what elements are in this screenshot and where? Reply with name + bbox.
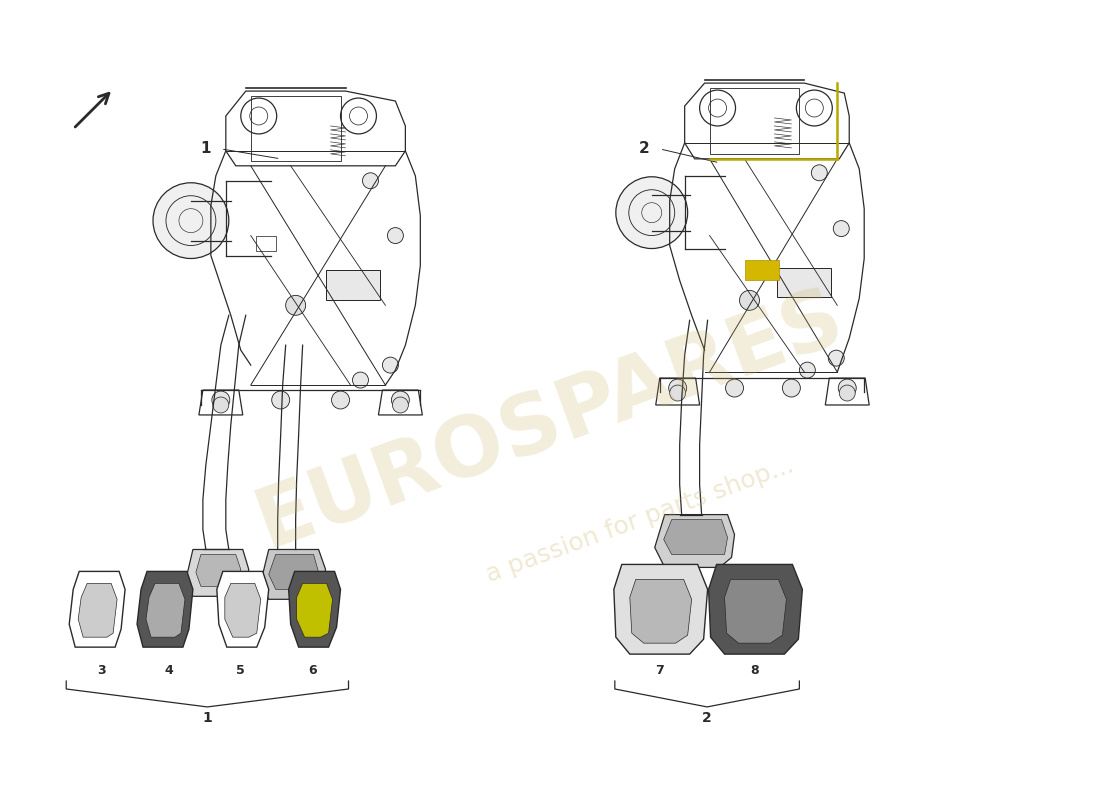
Text: 5: 5 (236, 664, 245, 677)
Circle shape (616, 177, 688, 249)
Circle shape (812, 165, 827, 181)
Text: 1: 1 (202, 711, 212, 725)
Circle shape (213, 397, 229, 413)
Polygon shape (725, 579, 786, 643)
Circle shape (286, 295, 306, 315)
Text: 7: 7 (656, 664, 664, 677)
Circle shape (828, 350, 845, 366)
Circle shape (392, 391, 409, 409)
Circle shape (387, 228, 404, 243)
Polygon shape (261, 550, 326, 599)
Circle shape (383, 357, 398, 373)
Polygon shape (288, 571, 341, 647)
Circle shape (739, 290, 759, 310)
Polygon shape (663, 519, 727, 554)
Polygon shape (268, 554, 319, 590)
Polygon shape (78, 583, 117, 637)
Text: 2: 2 (639, 142, 650, 156)
Polygon shape (224, 583, 261, 637)
Polygon shape (745, 261, 780, 281)
Text: 4: 4 (165, 664, 174, 677)
Circle shape (782, 379, 801, 397)
Circle shape (331, 391, 350, 409)
Polygon shape (630, 579, 692, 643)
Polygon shape (297, 583, 332, 637)
Circle shape (838, 379, 856, 397)
Text: EUROSPARES: EUROSPARES (245, 276, 855, 564)
Polygon shape (196, 554, 241, 586)
Text: 2: 2 (702, 711, 712, 725)
Circle shape (839, 385, 855, 401)
Text: 1: 1 (200, 142, 211, 156)
Circle shape (834, 221, 849, 237)
Circle shape (352, 372, 368, 388)
Circle shape (272, 391, 289, 409)
Circle shape (393, 397, 408, 413)
Polygon shape (146, 583, 185, 637)
Polygon shape (138, 571, 192, 647)
Circle shape (670, 385, 685, 401)
Text: 3: 3 (97, 664, 106, 677)
Polygon shape (654, 514, 735, 567)
Circle shape (363, 173, 378, 189)
Polygon shape (326, 270, 381, 300)
Polygon shape (217, 571, 268, 647)
Polygon shape (778, 269, 832, 298)
Circle shape (800, 362, 815, 378)
Polygon shape (708, 565, 802, 654)
Polygon shape (614, 565, 707, 654)
Text: 8: 8 (750, 664, 759, 677)
Circle shape (669, 379, 686, 397)
Polygon shape (186, 550, 249, 596)
Circle shape (212, 391, 230, 409)
Circle shape (153, 182, 229, 258)
Circle shape (726, 379, 744, 397)
Text: a passion for parts shop...: a passion for parts shop... (483, 453, 796, 586)
Polygon shape (69, 571, 125, 647)
Text: 6: 6 (308, 664, 317, 677)
